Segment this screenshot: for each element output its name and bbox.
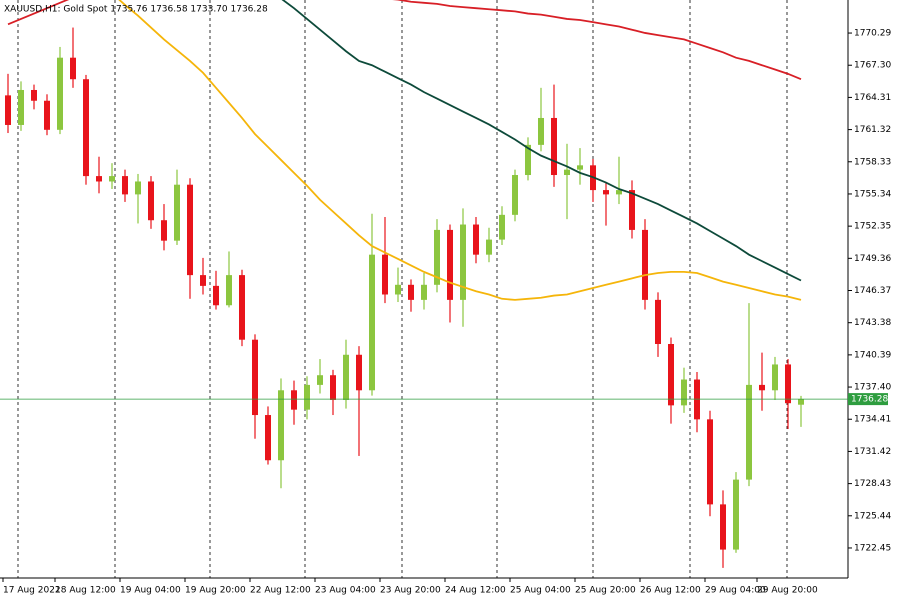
last-price-label: 1736.28 [851, 395, 888, 405]
candle-body [655, 299, 661, 345]
candle-body [772, 364, 778, 391]
plot [5, 0, 804, 568]
candle-body [447, 229, 453, 300]
candle-body [265, 415, 271, 461]
x-tick-label: 17 Aug 2022 [3, 586, 61, 596]
candle-body [603, 190, 609, 195]
candle-body [330, 375, 336, 400]
candle-body [707, 419, 713, 505]
candle-body [18, 89, 24, 125]
x-tick-label: 25 Aug 20:00 [575, 586, 636, 596]
candle-body [369, 254, 375, 391]
x-tick-label: 29 Aug 20:00 [757, 586, 818, 596]
y-tick-label: 1752.35 [854, 222, 891, 232]
candle-body [161, 220, 167, 241]
candle-body [746, 384, 752, 480]
candle-body [551, 117, 557, 176]
candle-body [356, 354, 362, 391]
candle-body [434, 229, 440, 285]
candle-body [135, 181, 141, 195]
candle-body [70, 57, 76, 80]
candle-body [343, 354, 349, 400]
y-tick-label: 1764.31 [854, 93, 891, 103]
candle-body [798, 399, 804, 405]
y-tick-label: 1743.38 [854, 318, 891, 328]
y-tick-label: 1749.36 [854, 254, 891, 264]
x-tick-label: 18 Aug 12:00 [55, 586, 116, 596]
candle-body [96, 176, 102, 182]
x-tick-label: 22 Aug 12:00 [250, 586, 311, 596]
y-tick-label: 1770.29 [854, 29, 891, 39]
candle-body [759, 384, 765, 391]
candle-body [278, 390, 284, 461]
candle-body [239, 275, 245, 340]
candle-body [304, 384, 310, 410]
candle-body [473, 224, 479, 255]
candle-body [317, 375, 323, 385]
candle-body [187, 184, 193, 276]
candle-body [148, 181, 154, 221]
candle-body [200, 275, 206, 286]
candle-body [5, 95, 11, 125]
candle-body [226, 275, 232, 306]
x-tick-label: 24 Aug 12:00 [445, 586, 506, 596]
candle-body [291, 390, 297, 410]
moving-average [281, 0, 802, 282]
y-tick-label: 1731.42 [854, 447, 891, 457]
y-tick-label: 1755.34 [854, 189, 891, 199]
candle-body [460, 224, 466, 300]
y-tick-label: 1722.45 [854, 543, 891, 553]
candle-body [564, 169, 570, 176]
candle-body [122, 176, 128, 195]
x-tick-label: 19 Aug 20:00 [185, 586, 246, 596]
candle-body [486, 239, 492, 255]
y-tick-label: 1758.33 [854, 157, 891, 167]
candle-body [174, 184, 180, 241]
x-tick-label: 25 Aug 04:00 [510, 586, 571, 596]
candle-body [577, 165, 583, 170]
x-tick-label: 26 Aug 12:00 [640, 586, 701, 596]
x-tick-label: 19 Aug 04:00 [120, 586, 181, 596]
candle-body [421, 284, 427, 300]
chart-title: XAUUSD,H1: Gold Spot 1735.76 1736.58 173… [4, 5, 268, 15]
candle-body [31, 89, 37, 101]
candle-body [538, 117, 544, 145]
candle-body [252, 339, 258, 416]
candle-body [512, 175, 518, 215]
candle-body [642, 229, 648, 300]
y-tick-label: 1746.37 [854, 286, 891, 296]
candle-body [213, 285, 219, 306]
y-tick-label: 1725.44 [854, 511, 891, 521]
moving-average [7, 0, 802, 81]
candle-body [408, 284, 414, 300]
candle-body [733, 479, 739, 550]
candle-body [382, 254, 388, 295]
y-tick-label: 1737.40 [854, 383, 891, 393]
moving-average [118, 0, 802, 301]
candle-body [668, 344, 674, 406]
y-tick-label: 1767.30 [854, 61, 891, 71]
candle-body [681, 379, 687, 406]
candle-body [57, 57, 63, 130]
candle-body [525, 144, 531, 176]
x-tick-label: 29 Aug 04:00 [705, 586, 766, 596]
y-tick-label: 1761.32 [854, 125, 891, 135]
candle-body [395, 284, 401, 295]
candle-body [720, 504, 726, 550]
candle-body [83, 79, 89, 177]
last-price-box [848, 393, 888, 406]
x-tick-label: 23 Aug 04:00 [315, 586, 376, 596]
candle-body [785, 364, 791, 404]
y-tick-label: 1728.43 [854, 479, 891, 489]
y-tick-label: 1740.39 [854, 350, 891, 360]
candle-body [629, 190, 635, 230]
y-tick-label: 1734.41 [854, 415, 891, 425]
candle-body [109, 176, 115, 182]
candle-body [44, 100, 50, 130]
candle-body [616, 190, 622, 195]
candle-body [499, 214, 505, 240]
x-tick-label: 23 Aug 20:00 [380, 586, 441, 596]
